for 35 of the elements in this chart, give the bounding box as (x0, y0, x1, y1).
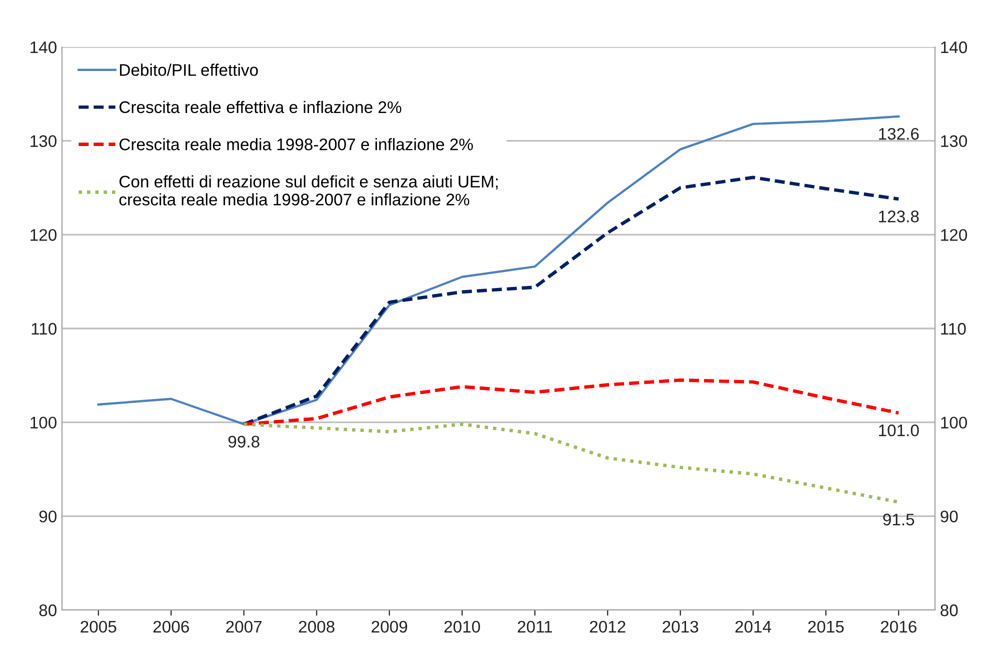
x-tick-label: 2009 (372, 620, 408, 633)
x-tick-label: 2015 (808, 620, 844, 633)
x-tick-label: 2013 (662, 620, 698, 633)
x-tick-label: 2016 (880, 620, 916, 633)
y2-tick-label: 110 (941, 322, 966, 335)
x-tick-label: 2014 (735, 620, 772, 633)
y-tick-label: 120 (30, 229, 56, 241)
y-tick-label: 80 (39, 604, 56, 616)
legend-label: Con effetti di reazione sul deficit e senza aiuti UEM; crescita reale media 1998-2007 e inflazione 2% (119, 175, 498, 206)
y2-tick-label: 120 (941, 229, 968, 241)
legend-label: Debito/PIL effettivo (120, 64, 258, 76)
y-tick-label: 90 (39, 510, 56, 522)
y-tick-label: 130 (30, 135, 56, 148)
x-tick-label: 2012 (590, 620, 626, 633)
y-tick-label: 140 (30, 41, 56, 54)
y2-tick-label: 90 (940, 510, 958, 522)
x-tick-label: 2011 (518, 620, 552, 633)
x-tick-label: 2007 (226, 620, 262, 633)
y2-tick-label: 140 (941, 41, 968, 54)
y-tick-label: 110 (32, 322, 56, 335)
data-label: 132.6 (879, 128, 919, 140)
x-tick-label: 2010 (444, 620, 480, 633)
x-tick-label: 2006 (153, 620, 189, 633)
x-tick-label: 2005 (80, 620, 116, 633)
y2-tick-label: 80 (940, 604, 958, 616)
data-label: 99.8 (228, 436, 260, 448)
data-label: 91.5 (883, 514, 914, 526)
legend-label: Crescita reale media 1998-2007 e inflazione 2% (120, 138, 473, 150)
data-label: 101.0 (879, 424, 919, 436)
data-label: 123.8 (879, 210, 919, 222)
y-tick-label: 100 (30, 416, 56, 429)
y2-tick-label: 100 (941, 416, 968, 429)
y2-tick-label: 130 (941, 135, 968, 148)
legend-label: Crescita reale effettiva e inflazione 2% (120, 100, 402, 114)
x-tick-label: 2008 (298, 620, 334, 633)
